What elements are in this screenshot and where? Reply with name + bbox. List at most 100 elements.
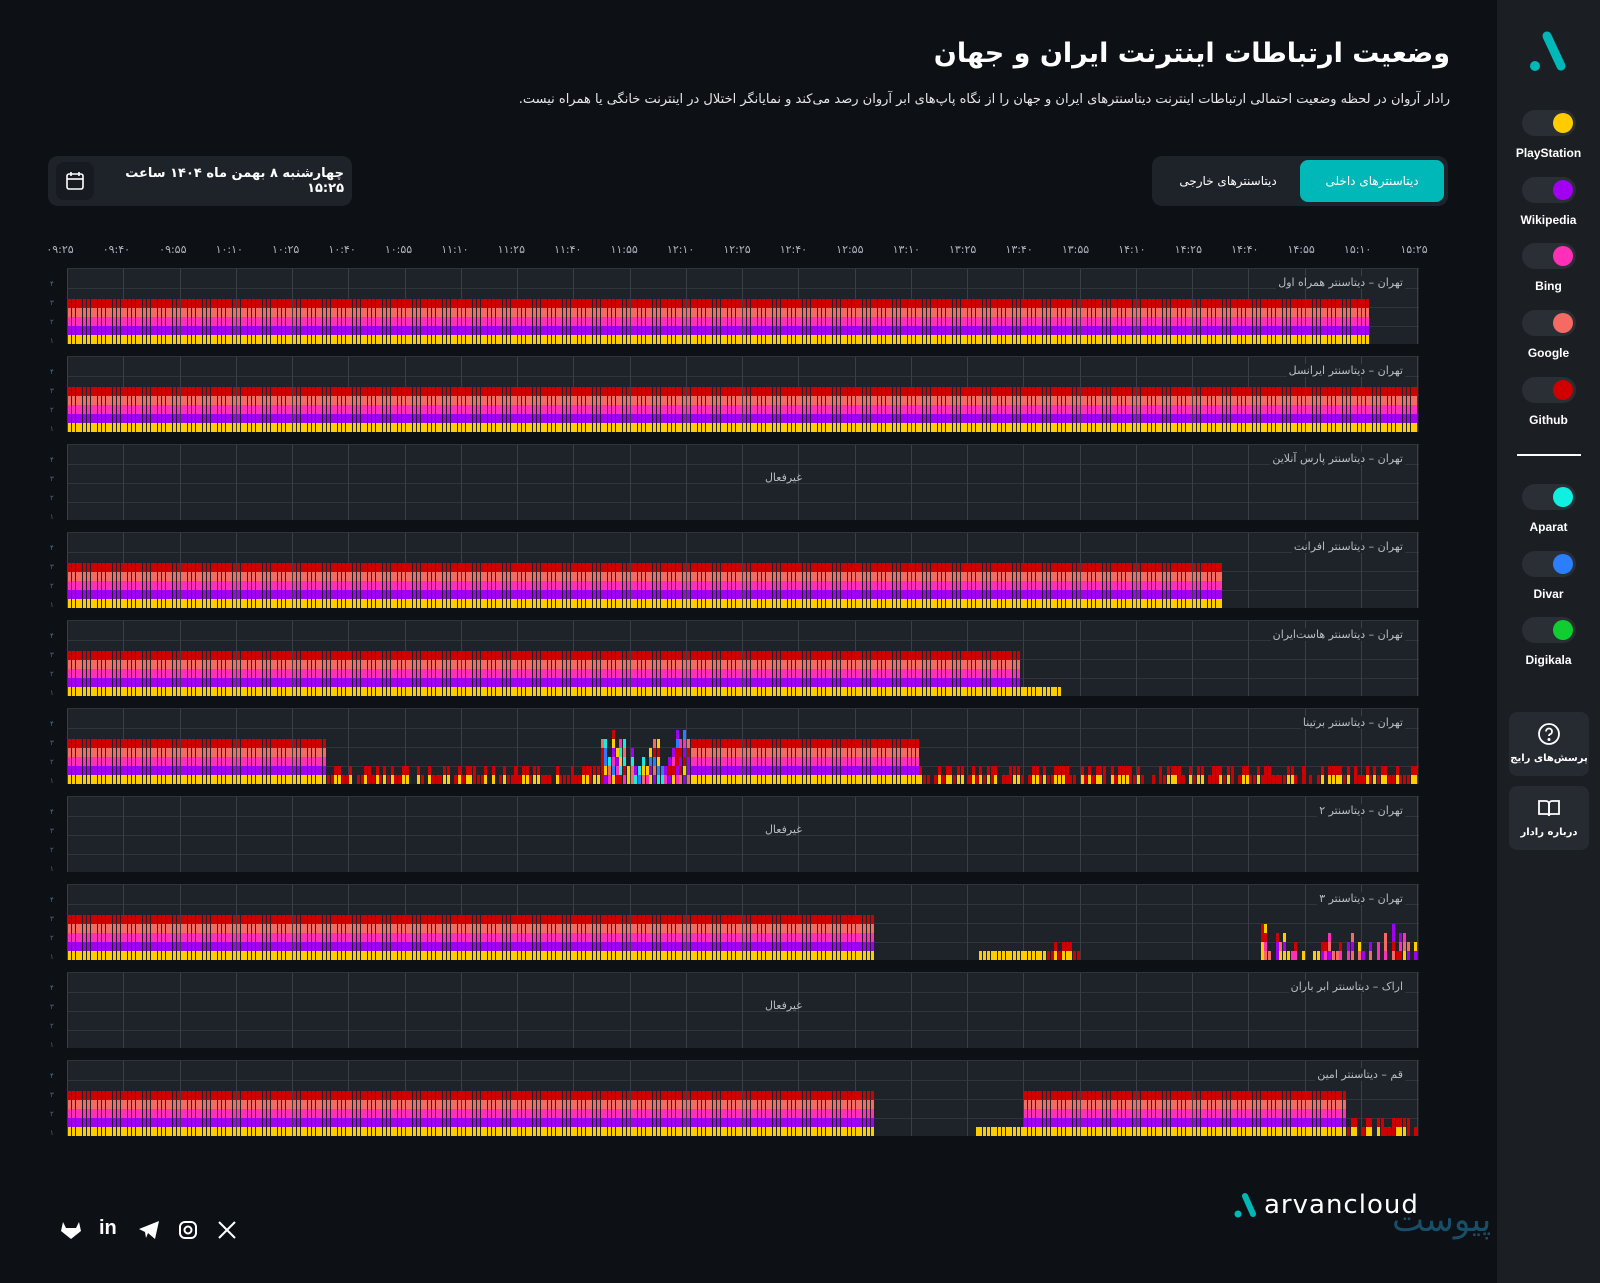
bar-wikipedia xyxy=(717,326,720,335)
bar-wikipedia xyxy=(927,326,930,335)
bar-github xyxy=(751,299,754,308)
bar-playstation xyxy=(1077,335,1080,344)
bar-bing xyxy=(1178,317,1181,326)
date-display[interactable]: چهارشنبه ۸ بهمن ماه ۱۴۰۴ ساعت ۱۵:۲۵ xyxy=(48,156,352,206)
bar-google xyxy=(604,308,607,317)
bar-playstation xyxy=(541,335,544,344)
bar-bing xyxy=(76,317,79,326)
bar-playstation xyxy=(102,335,105,344)
bar-google xyxy=(807,308,810,317)
bar-google xyxy=(1054,308,1057,317)
bar-github xyxy=(826,299,829,308)
bar-bing xyxy=(1058,317,1061,326)
bar-playstation xyxy=(443,335,446,344)
bar-playstation xyxy=(953,335,956,344)
bar-playstation xyxy=(177,335,180,344)
bar-github xyxy=(923,299,926,308)
bar-bing xyxy=(293,317,296,326)
bar-wikipedia xyxy=(481,326,484,335)
bar-playstation xyxy=(184,335,187,344)
bar-github xyxy=(91,299,94,308)
bar-github xyxy=(169,299,172,308)
bar-google xyxy=(829,308,832,317)
bar-github xyxy=(1096,299,1099,308)
bar-github xyxy=(574,299,577,308)
bar-playstation xyxy=(758,335,761,344)
bar-wikipedia xyxy=(664,326,667,335)
bar-bing xyxy=(1017,317,1020,326)
bar-bing xyxy=(91,317,94,326)
bar-wikipedia xyxy=(211,326,214,335)
bar-bing xyxy=(1126,317,1129,326)
bar-playstation xyxy=(1186,335,1189,344)
bar-github xyxy=(196,299,199,308)
bar-wikipedia xyxy=(634,326,637,335)
bar-playstation xyxy=(1043,335,1046,344)
bar-playstation xyxy=(286,335,289,344)
bar-github xyxy=(818,299,821,308)
bar-bing xyxy=(94,317,97,326)
bar-google xyxy=(203,308,206,317)
bar-github xyxy=(173,299,176,308)
bar-wikipedia xyxy=(499,326,502,335)
tab-domestic[interactable]: دیتاسنترهای داخلی xyxy=(1300,160,1444,202)
bar-playstation xyxy=(109,335,112,344)
bar-github xyxy=(1073,299,1076,308)
bar-wikipedia xyxy=(646,326,649,335)
bar-bing xyxy=(1006,317,1009,326)
bar-google xyxy=(526,308,529,317)
bar-google xyxy=(814,308,817,317)
tab-foreign[interactable]: دیتاسنترهای خارجی xyxy=(1156,160,1300,202)
bar-google xyxy=(679,308,682,317)
bar-playstation xyxy=(121,335,124,344)
bar-playstation xyxy=(1047,335,1050,344)
bar-bing xyxy=(256,317,259,326)
bar-github xyxy=(799,299,802,308)
bar-github xyxy=(181,299,184,308)
bar-google xyxy=(964,308,967,317)
bar-playstation xyxy=(72,335,75,344)
bar-github xyxy=(406,299,409,308)
bar-playstation xyxy=(391,335,394,344)
bar-bing xyxy=(211,317,214,326)
bar-bing xyxy=(158,317,161,326)
bar-google xyxy=(158,308,161,317)
bar-github xyxy=(871,299,874,308)
bar-bing xyxy=(1021,317,1024,326)
bar-playstation xyxy=(132,335,135,344)
bar-playstation xyxy=(106,335,109,344)
bar-google xyxy=(297,308,300,317)
bar-google xyxy=(1178,308,1181,317)
bar-playstation xyxy=(233,335,236,344)
bar-github xyxy=(417,299,420,308)
bar-bing xyxy=(931,317,934,326)
bar-google xyxy=(574,308,577,317)
bar-google xyxy=(593,308,596,317)
bar-github xyxy=(222,299,225,308)
bar-google xyxy=(1148,308,1151,317)
bar-google xyxy=(308,308,311,317)
bar-wikipedia xyxy=(1081,326,1084,335)
bar-google xyxy=(631,308,634,317)
bar-wikipedia xyxy=(72,326,75,335)
bar-bing xyxy=(1073,317,1076,326)
bar-github xyxy=(443,299,446,308)
bar-wikipedia xyxy=(91,326,94,335)
bar-wikipedia xyxy=(529,326,532,335)
bar-wikipedia xyxy=(987,326,990,335)
bar-playstation xyxy=(488,335,491,344)
bar-google xyxy=(698,308,701,317)
bar-bing xyxy=(1028,317,1031,326)
bar-playstation xyxy=(526,335,529,344)
calendar-icon[interactable] xyxy=(56,162,94,200)
bar-playstation xyxy=(158,335,161,344)
bar-wikipedia xyxy=(439,326,442,335)
bar-bing xyxy=(417,317,420,326)
bar-github xyxy=(451,299,454,308)
date-text: چهارشنبه ۸ بهمن ماه ۱۴۰۴ ساعت ۱۵:۲۵ xyxy=(106,166,344,196)
bar-bing xyxy=(1009,317,1012,326)
bar-github xyxy=(882,299,885,308)
bar-wikipedia xyxy=(893,326,896,335)
bar-bing xyxy=(439,317,442,326)
bar-github xyxy=(998,299,1001,308)
